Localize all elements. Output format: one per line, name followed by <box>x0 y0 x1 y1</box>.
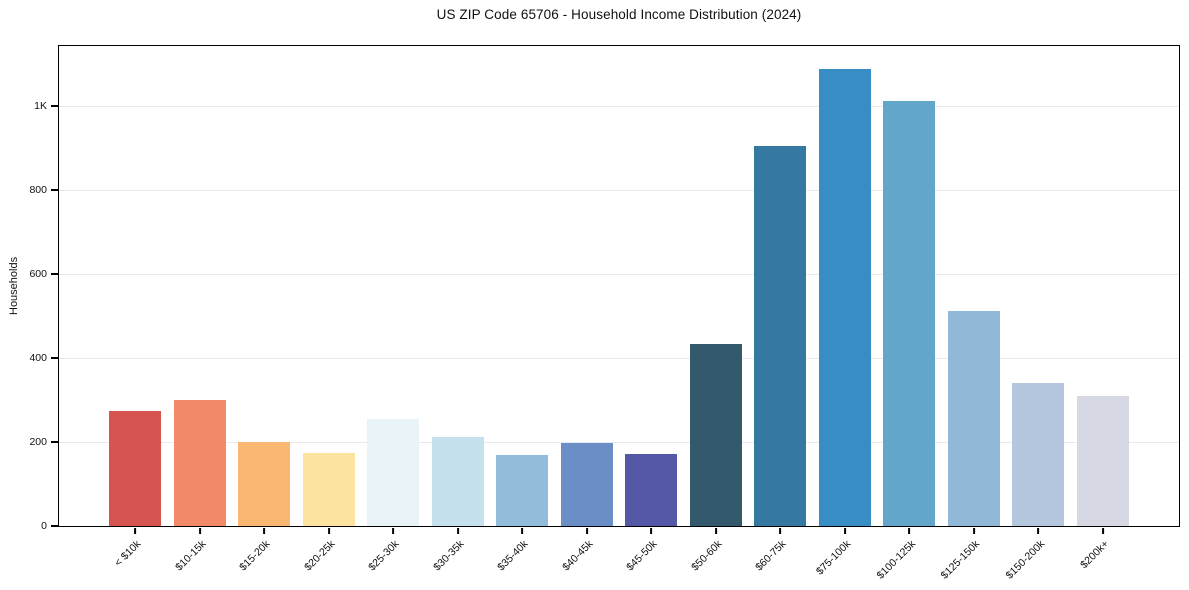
y-tick-label: 1K <box>34 100 47 113</box>
gridline <box>59 357 1179 359</box>
bar-group: $125-150k <box>939 46 1007 582</box>
bar-group: $40-45k <box>555 46 620 573</box>
bar <box>1076 396 1129 526</box>
y-tick-mark <box>51 525 58 527</box>
x-tick-label: $20-25k <box>301 538 338 574</box>
y-tick-mark <box>51 105 58 107</box>
y-tick-mark <box>51 273 58 275</box>
x-tick-label: $150-200k <box>1003 538 1047 582</box>
x-tick-mark <box>263 528 266 534</box>
x-tick-label: $40-45k <box>559 538 596 574</box>
gridline <box>59 273 1179 275</box>
bar <box>302 453 355 526</box>
bar <box>1012 382 1065 526</box>
x-tick-label: $75-100k <box>813 538 854 578</box>
bar <box>431 436 484 526</box>
bar <box>818 69 871 526</box>
bar-group: $150-200k <box>1003 46 1071 582</box>
x-tick-label: $35-40k <box>495 538 531 574</box>
bar <box>754 146 807 526</box>
y-tick-label: 800 <box>29 184 47 197</box>
x-tick-label: $50-60k <box>688 538 725 574</box>
bars-row: < $10k $10-15k $15-20k $20-25k $25-30k $30-35… <box>59 46 1179 582</box>
bar-group: $35-40k <box>490 46 555 573</box>
bar-group: $75-100k <box>813 46 878 577</box>
bar-group: $20-25k <box>297 46 362 573</box>
x-tick-label: $45-50k <box>624 538 660 574</box>
x-tick-mark <box>843 528 846 534</box>
x-tick-label: < $10k <box>112 538 144 569</box>
x-tick-mark <box>714 528 717 534</box>
x-tick-label: $60-75k <box>753 538 789 574</box>
x-tick-mark <box>585 528 588 534</box>
x-tick-mark <box>134 528 137 534</box>
bar-group: $100-125k <box>874 46 942 582</box>
y-tick-label: 600 <box>29 268 47 281</box>
plot-area: < $10k $10-15k $15-20k $20-25k $25-30k $30-35… <box>29 45 1180 582</box>
x-tick-mark <box>1101 528 1104 534</box>
bar-group: $200k+ <box>1071 46 1136 571</box>
bar <box>238 442 291 526</box>
bar <box>947 311 1000 526</box>
bar <box>109 410 162 526</box>
y-tick-mark <box>51 441 58 443</box>
bar-group: $10-15k <box>168 46 233 573</box>
y-tick-label: 200 <box>29 436 47 449</box>
x-tick-mark <box>1037 528 1040 534</box>
x-tick-mark <box>327 528 330 534</box>
gridline <box>59 105 1179 107</box>
gridline <box>59 189 1179 191</box>
x-tick-label: $10-15k <box>172 538 209 574</box>
bar-group: $25-30k <box>361 46 426 573</box>
x-tick-label: $30-35k <box>430 538 467 574</box>
x-tick-label: $100-125k <box>874 538 918 582</box>
bar <box>689 343 742 526</box>
y-tick-label: 400 <box>29 352 47 365</box>
bar <box>173 399 226 526</box>
bar <box>883 100 936 526</box>
x-tick-mark <box>456 528 459 534</box>
x-tick-mark <box>198 528 201 534</box>
x-tick-label: $125-150k <box>938 538 983 582</box>
bar-group: $45-50k <box>619 46 684 573</box>
bar-group: $15-20k <box>232 46 297 573</box>
x-tick-label: $200k+ <box>1078 538 1112 572</box>
x-tick-mark <box>779 528 782 534</box>
gridline <box>59 441 1179 443</box>
chart-title: US ZIP Code 65706 - Household Income Dis… <box>436 7 802 22</box>
bar-group: $50-60k <box>684 46 749 573</box>
x-tick-mark <box>908 528 911 534</box>
y-tick-mark <box>51 357 58 359</box>
x-tick-mark <box>650 528 653 534</box>
y-tick-mark <box>51 189 58 191</box>
y-axis-label: Households <box>8 256 20 316</box>
x-tick-mark <box>972 528 975 534</box>
bar-group: < $10k <box>103 46 168 569</box>
x-tick-label: $25-30k <box>366 538 402 574</box>
bar-group: $30-35k <box>426 46 491 573</box>
y-tick-label: 0 <box>41 520 47 532</box>
bar <box>560 443 613 526</box>
bar <box>367 418 420 526</box>
x-tick-mark <box>392 528 395 534</box>
bar-group: $60-75k <box>748 46 813 573</box>
x-tick-mark <box>521 528 524 534</box>
x-tick-label: $15-20k <box>237 538 273 574</box>
bar <box>625 454 678 526</box>
bar <box>496 455 549 526</box>
